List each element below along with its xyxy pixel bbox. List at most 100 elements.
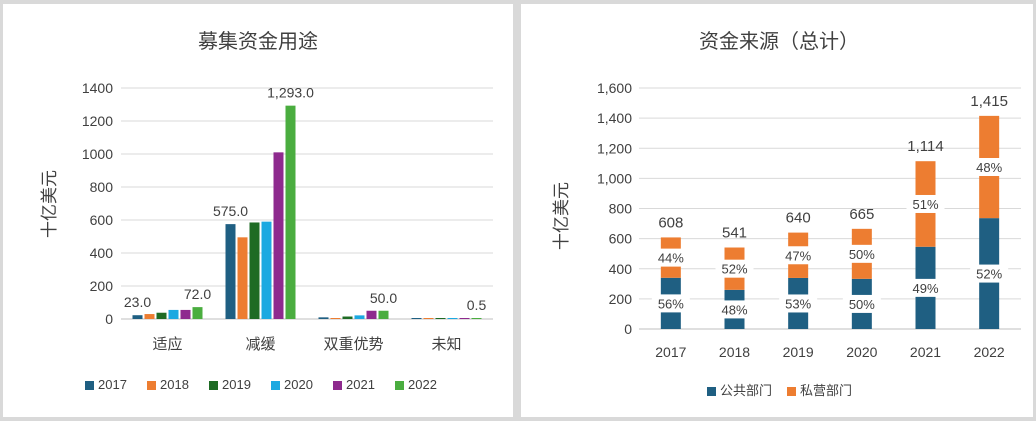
pct-label: 44% bbox=[658, 251, 684, 266]
y-tick-label: 0 bbox=[624, 321, 632, 337]
x-category-label: 未知 bbox=[431, 336, 461, 353]
y-tick-label: 1,200 bbox=[597, 140, 632, 156]
legend-label: 私营部门 bbox=[800, 383, 852, 398]
data-label: 1,293.0 bbox=[267, 85, 314, 101]
x-category-label: 2022 bbox=[974, 344, 1005, 360]
bar bbox=[225, 224, 236, 319]
pct-label-background bbox=[970, 264, 1009, 283]
bar bbox=[285, 105, 296, 319]
y-tick-label: 1,400 bbox=[597, 110, 632, 126]
y-tick-label: 200 bbox=[609, 291, 633, 307]
bar bbox=[459, 318, 470, 319]
bar bbox=[435, 318, 446, 319]
pct-label: 56% bbox=[658, 296, 684, 311]
legend-swatch bbox=[395, 381, 404, 390]
bar bbox=[144, 314, 155, 319]
y-tick-label: 1000 bbox=[82, 146, 113, 162]
sources-of-funds-chart: 资金来源（总计） 十亿美元 56% 44% 608 48% 52% 541 53% 47% 64… bbox=[552, 30, 1021, 398]
pct-label: 52% bbox=[976, 267, 1002, 282]
bar bbox=[423, 318, 434, 319]
bar bbox=[471, 318, 482, 319]
data-label: 23.0 bbox=[124, 294, 151, 310]
legend-swatch bbox=[333, 381, 342, 390]
pct-label-background bbox=[715, 300, 754, 319]
pct-label-background bbox=[651, 248, 690, 267]
y-tick-label: 400 bbox=[90, 245, 114, 261]
y-tick-label: 200 bbox=[90, 278, 114, 294]
data-label: 72.0 bbox=[184, 286, 211, 302]
pct-label: 50% bbox=[849, 247, 875, 262]
legend-label: 公共部门 bbox=[720, 383, 772, 398]
pct-label-background bbox=[715, 259, 754, 278]
bar bbox=[156, 312, 167, 319]
y-axis-label: 十亿美元 bbox=[552, 182, 571, 250]
pct-label-background bbox=[651, 294, 690, 313]
bar bbox=[249, 222, 260, 319]
bar bbox=[354, 315, 365, 319]
legend-swatch bbox=[147, 381, 156, 390]
pct-label-background bbox=[842, 294, 881, 313]
y-tick-label: 800 bbox=[609, 201, 633, 217]
legend-swatch bbox=[787, 387, 796, 396]
y-tick-label: 1200 bbox=[82, 113, 113, 129]
y-axis-label: 十亿美元 bbox=[40, 170, 59, 238]
legend-label: 2021 bbox=[346, 377, 375, 392]
legend-label: 2022 bbox=[408, 377, 437, 392]
bar bbox=[261, 221, 272, 319]
y-tick-label: 1,600 bbox=[597, 80, 632, 96]
legend-swatch bbox=[85, 381, 94, 390]
data-label: 575.0 bbox=[213, 203, 248, 219]
y-tick-label: 600 bbox=[90, 212, 114, 228]
bar bbox=[192, 307, 203, 319]
pct-label: 53% bbox=[785, 296, 811, 311]
bar bbox=[318, 317, 329, 319]
pct-label-background bbox=[906, 278, 945, 297]
y-tick-label: 1400 bbox=[82, 80, 113, 96]
pct-label: 48% bbox=[976, 160, 1002, 175]
bar bbox=[180, 309, 191, 319]
x-category-label: 2021 bbox=[910, 344, 941, 360]
uses-of-proceeds-panel: 募集资金用途 十亿美元 23.0 72.0 575.0 1,293.0 50.0 0.5 … bbox=[3, 4, 513, 417]
legend-swatch bbox=[707, 387, 716, 396]
total-label: 640 bbox=[786, 210, 811, 227]
chart-title: 资金来源（总计） bbox=[699, 30, 859, 53]
pct-label: 50% bbox=[849, 297, 875, 312]
y-tick-label: 1,000 bbox=[597, 170, 632, 186]
x-category-label: 2019 bbox=[783, 344, 814, 360]
total-label: 1,415 bbox=[970, 93, 1008, 110]
bar bbox=[342, 316, 353, 319]
y-tick-label: 600 bbox=[609, 231, 633, 247]
legend-label: 2018 bbox=[160, 377, 189, 392]
bar bbox=[447, 318, 458, 319]
total-label: 665 bbox=[849, 206, 874, 223]
legend-label: 2019 bbox=[222, 377, 251, 392]
x-category-label: 减缓 bbox=[245, 336, 275, 353]
x-category-label: 双重优势 bbox=[323, 336, 383, 353]
y-tick-label: 400 bbox=[609, 261, 633, 277]
pct-label: 49% bbox=[912, 281, 938, 296]
pct-label-background bbox=[779, 294, 818, 313]
pct-label-background bbox=[842, 244, 881, 263]
bar bbox=[237, 237, 248, 319]
pct-label-background bbox=[779, 246, 818, 265]
bar bbox=[378, 310, 389, 319]
chart-title: 募集资金用途 bbox=[198, 30, 318, 53]
legend-swatch bbox=[271, 381, 280, 390]
x-category-label: 2018 bbox=[719, 344, 750, 360]
pct-label-background bbox=[970, 158, 1009, 177]
legend-label: 2017 bbox=[98, 377, 127, 392]
pct-label-background bbox=[906, 194, 945, 213]
pct-label: 52% bbox=[721, 262, 747, 277]
data-label: 0.5 bbox=[467, 297, 487, 313]
legend-swatch bbox=[209, 381, 218, 390]
pct-label: 47% bbox=[785, 248, 811, 263]
x-category-label: 适应 bbox=[152, 335, 182, 353]
bar bbox=[168, 309, 179, 319]
bar bbox=[366, 310, 377, 319]
pct-label: 48% bbox=[721, 302, 747, 317]
total-label: 541 bbox=[722, 225, 747, 242]
data-label: 50.0 bbox=[370, 290, 397, 306]
bar bbox=[132, 315, 143, 319]
bar bbox=[411, 318, 422, 319]
